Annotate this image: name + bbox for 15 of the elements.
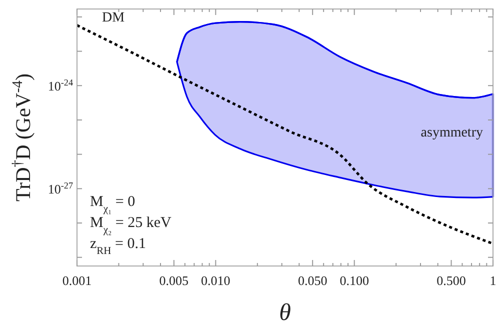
x-tick-label: 0.100: [340, 273, 369, 288]
annotation: M$_{χ₂}$ = 25 keV: [90, 215, 172, 236]
text: asymmetry: [420, 125, 483, 140]
x-tick-label: 0.005: [159, 273, 189, 288]
series-label: DM: [102, 10, 126, 26]
y-tick-label: 10$^{-24}$: [48, 78, 74, 94]
x-tick-label: 1: [490, 273, 496, 288]
x-axis-title: θ: [279, 300, 292, 326]
x-tick-label: 0.500: [436, 273, 466, 288]
x-tick-label: 0.010: [201, 273, 230, 288]
annotation: z$_{RH}$ = 0.1: [90, 236, 146, 256]
annotation: M$_{χ₁}$ = 0: [90, 194, 136, 214]
x-tick-label: 0.050: [298, 273, 328, 288]
y-tick-label: 10$^{-27}$: [48, 180, 74, 197]
x-tick-label: 0.001: [62, 273, 92, 288]
